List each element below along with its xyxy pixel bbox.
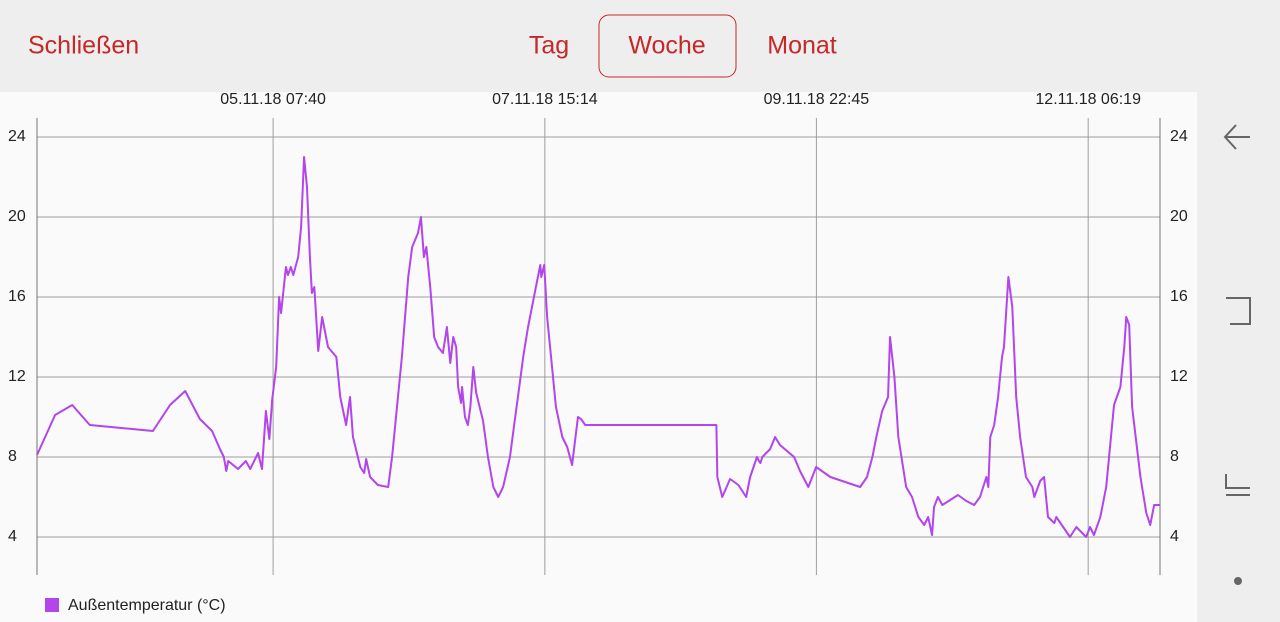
legend-swatch	[45, 598, 59, 612]
y-tick-label: 12	[8, 368, 26, 385]
x-tick-label: 09.11.18 22:45	[764, 91, 870, 108]
y2-tick-label: 12	[1170, 368, 1188, 385]
nav-icons	[1223, 124, 1251, 585]
back-icon[interactable]	[1223, 124, 1250, 150]
recents-icon[interactable]	[1226, 297, 1251, 325]
x-tick-label: 05.11.18 07:40	[220, 91, 326, 108]
tab[interactable]: Monat	[767, 32, 837, 60]
selected-tab-frame	[598, 14, 737, 78]
home-icon[interactable]	[1225, 474, 1250, 496]
y-tick-label: 16	[8, 288, 26, 305]
legend-label: Außentemperatur (°C)	[68, 597, 226, 614]
y2-tick-label: 8	[1170, 448, 1179, 465]
data-line	[36, 156, 1160, 538]
dot-icon	[1234, 577, 1242, 585]
y-tick-label: 24	[8, 128, 26, 145]
y-tick-label: 8	[8, 448, 17, 465]
x-tick-label: 07.11.18 15:14	[492, 91, 598, 108]
x-tick-label: 12.11.18 06:19	[1035, 91, 1141, 108]
tab[interactable]: Tag	[529, 32, 569, 60]
tabs: Tag Woche Monat	[529, 14, 837, 78]
y-tick-label: 20	[8, 208, 26, 225]
nav-bar	[1197, 0, 1280, 622]
y2-tick-label: 4	[1170, 528, 1179, 545]
tab[interactable]: Woche	[628, 32, 705, 60]
y2-tick-label: 20	[1170, 208, 1188, 225]
close-button[interactable]: Schließen	[28, 32, 139, 60]
y-tick-label: 4	[8, 528, 17, 545]
plot: 4 4 8 8 12 12 16 16 20 20 24 24 05.11.18 07:40 07.11.…	[8, 91, 1188, 614]
y2-tick-label: 24	[1170, 128, 1188, 145]
y2-tick-label: 16	[1170, 288, 1188, 305]
